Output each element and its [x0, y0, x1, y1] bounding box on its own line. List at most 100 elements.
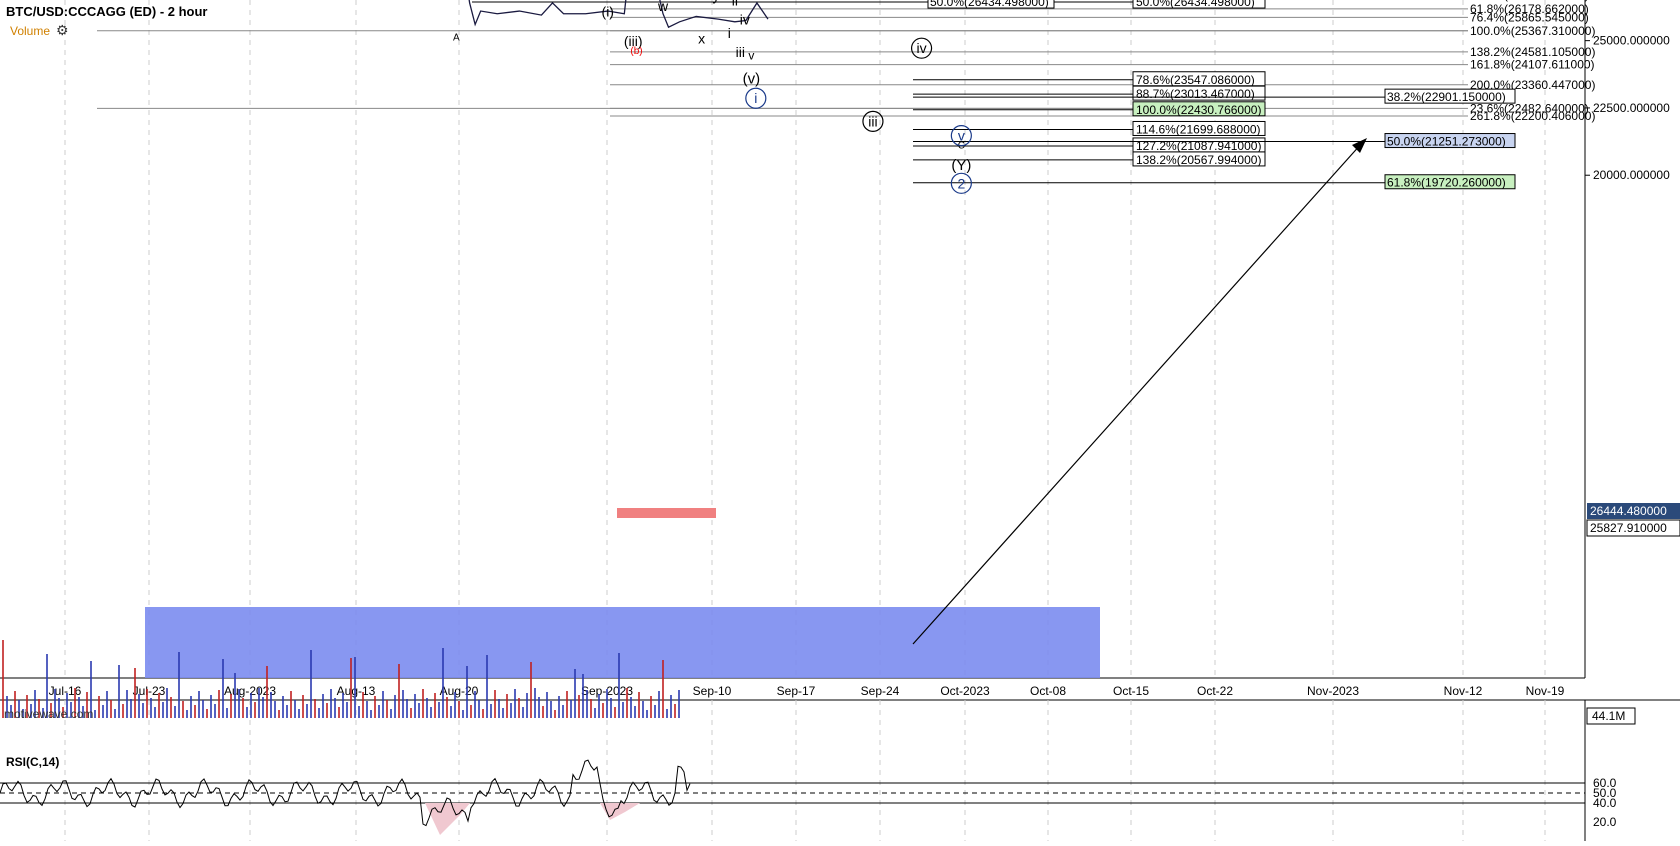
- fib-box: [927, 0, 1055, 9]
- volume-bar: [418, 703, 420, 718]
- volume-bar: [234, 673, 236, 718]
- volume-bar: [354, 657, 356, 718]
- volume-bar: [482, 709, 484, 718]
- volume-bar: [366, 701, 368, 718]
- volume-bar: [614, 707, 616, 718]
- volume-bar: [574, 669, 576, 718]
- volume-bar: [594, 708, 596, 718]
- volume-bar: [278, 710, 280, 718]
- volume-bar: [534, 688, 536, 718]
- volume-bar: [666, 709, 668, 718]
- volume-bar: [166, 688, 168, 718]
- fib-box: [1132, 0, 1266, 9]
- y-tick-label: 20000.000000: [1593, 168, 1670, 182]
- volume-bar: [546, 692, 548, 718]
- volume-bar: [654, 705, 656, 718]
- volume-bar: [58, 698, 60, 718]
- volume-bar: [102, 705, 104, 718]
- volume-bar: [14, 691, 16, 718]
- volume-bar: [382, 691, 384, 718]
- volume-bar: [286, 705, 288, 718]
- volume-bar: [230, 694, 232, 718]
- volume-bar: [318, 708, 320, 718]
- volume-bar: [390, 709, 392, 718]
- fib-label-mid: 138.2%(20567.994000): [1136, 153, 1261, 167]
- volume-bar: [174, 706, 176, 718]
- volume-bar: [90, 661, 92, 718]
- wave-label: (v): [743, 71, 761, 88]
- fib-label-right: 200.0%(23360.447000): [1470, 78, 1595, 92]
- volume-bar: [370, 710, 372, 718]
- volume-bar: [266, 666, 268, 718]
- volume-bar: [566, 691, 568, 718]
- fib-label-far: 38.2%(22901.150000): [1387, 90, 1506, 104]
- volume-tag: [1586, 707, 1636, 725]
- volume-bar: [518, 698, 520, 718]
- x-tick-label: Nov-12: [1444, 684, 1483, 698]
- volume-bar: [74, 688, 76, 718]
- x-tick-label: Aug-2023: [224, 684, 276, 698]
- x-tick-label: Oct-15: [1113, 684, 1149, 698]
- volume-bar: [154, 707, 156, 718]
- volume-bar: [158, 693, 160, 718]
- volume-bar: [162, 702, 164, 718]
- volume-bar: [538, 697, 540, 718]
- volume-zone: [145, 607, 1100, 678]
- fib-label-far: 50.0%(21251.273000): [1387, 135, 1506, 149]
- volume-bar: [542, 706, 544, 718]
- x-tick-label: Aug-20: [440, 684, 479, 698]
- fib-box: [1384, 174, 1516, 190]
- wave-label: i: [728, 25, 731, 41]
- fib-box: [1132, 120, 1266, 136]
- volume-bar: [362, 692, 364, 718]
- volume-bar: [142, 703, 144, 718]
- volume-bar: [462, 710, 464, 718]
- volume-bar: [118, 665, 120, 718]
- volume-bar: [138, 694, 140, 718]
- volume-bar: [206, 709, 208, 718]
- second-price-tag: [1586, 519, 1680, 537]
- x-tick-label: Nov-2023: [1307, 684, 1359, 698]
- volume-last: 44.1M: [1592, 709, 1625, 723]
- volume-bar: [126, 690, 128, 718]
- volume-bar: [442, 648, 444, 718]
- volume-bar: [62, 707, 64, 718]
- volume-bar: [94, 710, 96, 718]
- fib-label-far: 61.8%(19720.260000): [1387, 176, 1506, 190]
- volume-bar: [670, 695, 672, 718]
- volume-bar: [398, 664, 400, 718]
- volume-bar: [598, 694, 600, 718]
- volume-bar: [122, 704, 124, 718]
- fib-label-mid: 127.2%(21087.941000): [1136, 139, 1261, 153]
- rsi-line: [0, 759, 691, 827]
- volume-bar: [358, 706, 360, 718]
- volume-bar: [582, 674, 584, 718]
- volume-bar: [38, 699, 40, 718]
- x-tick-label: Oct-08: [1030, 684, 1066, 698]
- volume-bar: [562, 705, 564, 718]
- volume-bar: [274, 701, 276, 718]
- gear-icon[interactable]: ⚙: [56, 22, 69, 38]
- volume-bar: [70, 702, 72, 718]
- volume-bar: [326, 703, 328, 718]
- volume-bar: [214, 704, 216, 718]
- wave-circle-label: iii: [868, 113, 877, 129]
- volume-bar: [78, 697, 80, 718]
- volume-bar: [98, 696, 100, 718]
- volume-bar: [50, 703, 52, 718]
- volume-bar: [622, 702, 624, 718]
- volume-bar: [182, 701, 184, 718]
- volume-bar: [338, 707, 340, 718]
- fib-label-right: 61.8%(26178.662000): [1470, 2, 1589, 16]
- volume-bar: [310, 650, 312, 718]
- volume-bar: [570, 700, 572, 718]
- fib-box: [1384, 88, 1516, 104]
- volume-bar: [134, 668, 136, 718]
- wave-label: iv: [740, 12, 750, 28]
- volume-bar: [198, 691, 200, 718]
- volume-bar: [54, 689, 56, 718]
- volume-bar: [86, 692, 88, 718]
- volume-bar: [438, 702, 440, 718]
- x-tick-label: Oct-22: [1197, 684, 1233, 698]
